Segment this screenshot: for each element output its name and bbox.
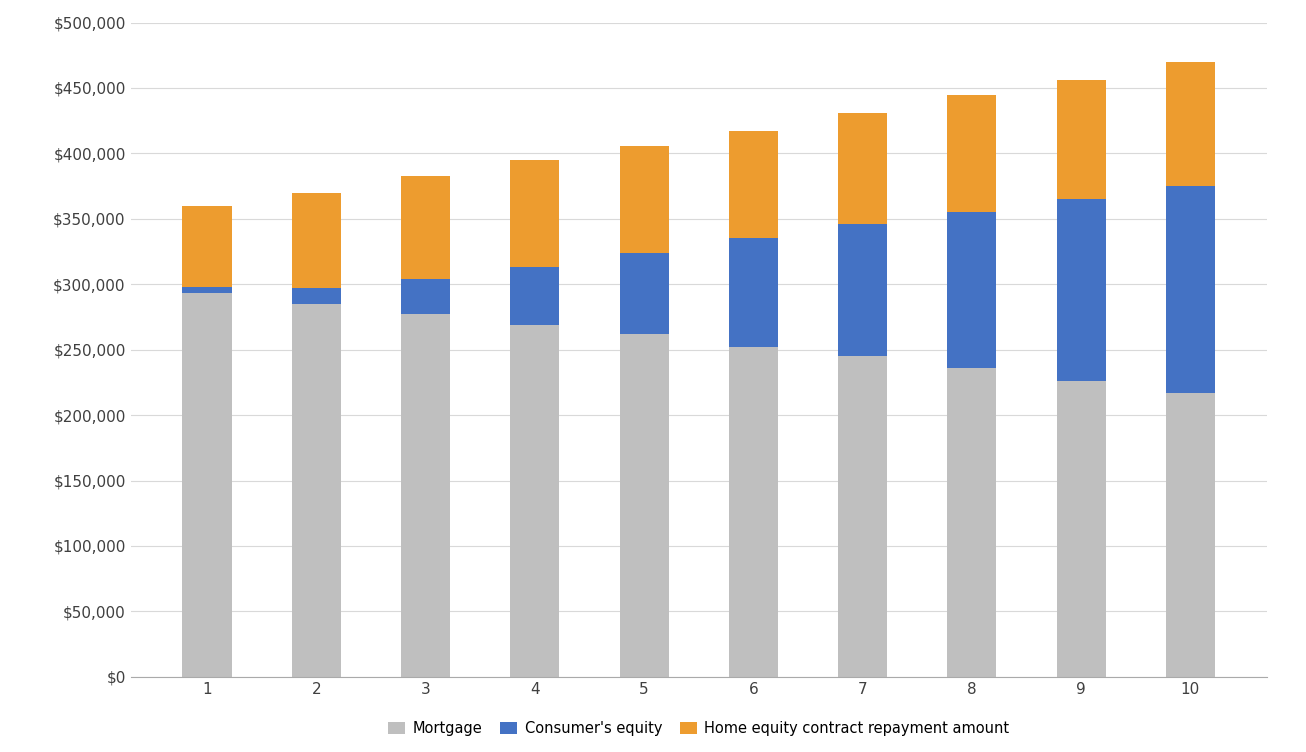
Bar xyxy=(511,267,559,325)
Legend: Mortgage, Consumer's equity, Home equity contract repayment amount: Mortgage, Consumer's equity, Home equity… xyxy=(381,715,1016,741)
Bar xyxy=(511,160,559,267)
Bar xyxy=(401,176,451,279)
Bar xyxy=(291,193,341,288)
Bar xyxy=(401,314,451,677)
Bar xyxy=(291,288,341,304)
Bar xyxy=(1057,199,1106,381)
Bar xyxy=(729,131,778,238)
Bar xyxy=(838,113,887,224)
Bar xyxy=(838,224,887,356)
Bar xyxy=(619,253,669,334)
Bar xyxy=(183,293,231,677)
Bar xyxy=(947,212,996,368)
Bar xyxy=(1166,186,1215,393)
Bar xyxy=(838,356,887,677)
Bar xyxy=(619,334,669,677)
Bar xyxy=(1057,381,1106,677)
Bar xyxy=(291,304,341,677)
Bar xyxy=(1057,80,1106,199)
Bar xyxy=(619,146,669,253)
Bar xyxy=(947,95,996,212)
Bar xyxy=(183,287,231,293)
Bar xyxy=(947,368,996,677)
Bar xyxy=(401,279,451,314)
Bar xyxy=(1166,393,1215,677)
Bar xyxy=(511,325,559,677)
Bar xyxy=(729,238,778,347)
Bar xyxy=(729,347,778,677)
Bar xyxy=(1166,62,1215,186)
Bar xyxy=(183,206,231,287)
